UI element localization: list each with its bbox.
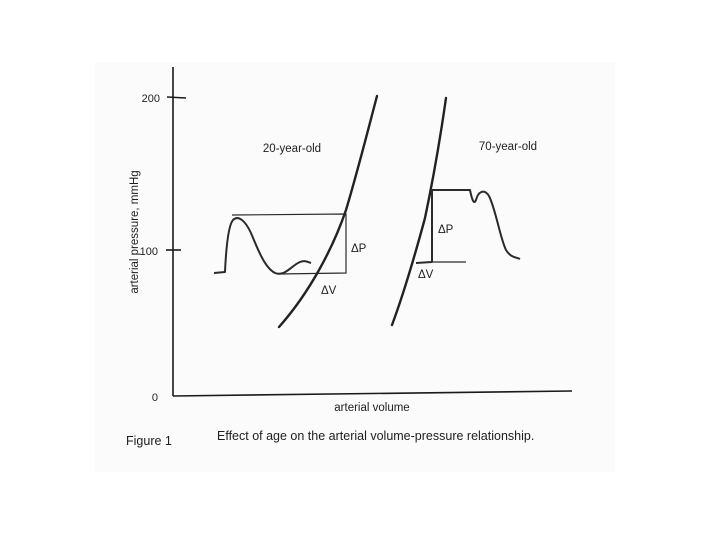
x-axis-label: arterial volume [334, 402, 409, 414]
x-axis [172, 390, 573, 397]
y-tick-label-200: 200 [142, 93, 160, 105]
y-tick-200 [166, 96, 187, 99]
figure-caption: Effect of age on the arterial volume-pre… [217, 429, 534, 443]
delta-p-20: ΔP [351, 243, 367, 255]
y-tick-label-0: 0 [152, 392, 158, 404]
y-axis-label: arterial pressure, mmHg [129, 170, 141, 293]
panel-title-70: 70-year-old [479, 141, 537, 153]
delta-v-70: ΔV [418, 269, 434, 281]
delta-box-20 [231, 213, 347, 275]
compliance-curve-70 [390, 96, 448, 327]
compliance-curve-20 [277, 94, 379, 329]
pressure-waveform-70 [415, 189, 521, 264]
delta-p-70: ΔP [438, 224, 454, 236]
delta-v-20: ΔV [321, 285, 337, 297]
panel-title-20: 20-year-old [263, 143, 321, 155]
y-tick-label-100: 100 [140, 246, 158, 258]
scanned-page [95, 62, 615, 472]
pressure-waveform-20 [213, 217, 312, 275]
figure-number: Figure 1 [126, 434, 172, 448]
